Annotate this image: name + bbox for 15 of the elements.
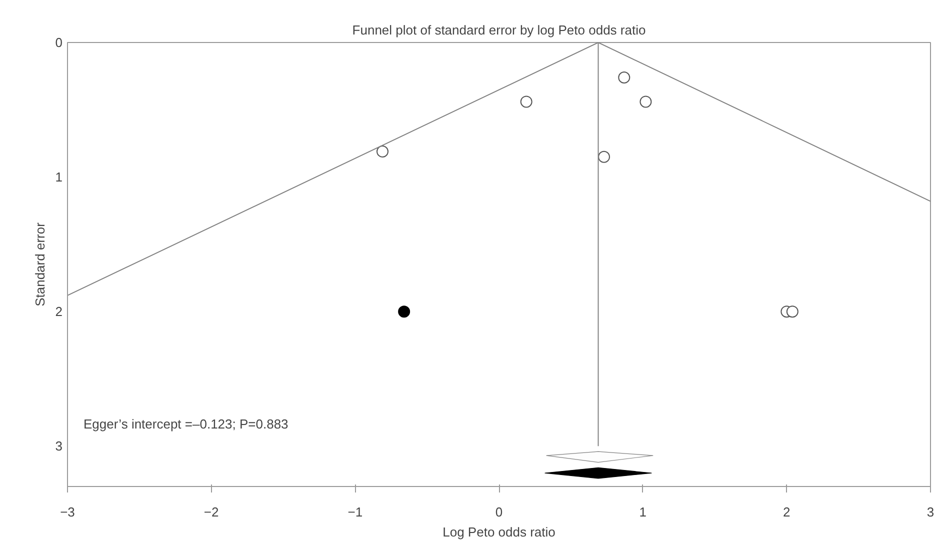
x-tick-label: 3 bbox=[926, 504, 934, 520]
x-tick-label: −3 bbox=[60, 504, 75, 520]
x-axis-title: Log Peto odds ratio bbox=[442, 524, 556, 540]
y-tick-label: 3 bbox=[55, 438, 63, 454]
chart-title: Funnel plot of standard error by log Peto odds ratio bbox=[352, 22, 646, 38]
y-axis-title: Standard error bbox=[32, 222, 48, 306]
x-tick-label: 1 bbox=[639, 504, 646, 520]
y-tick-label: 1 bbox=[55, 170, 63, 185]
y-tick-label: 0 bbox=[55, 35, 63, 50]
annotation: Egger’s intercept =–0.123; P=0.883 bbox=[84, 416, 288, 432]
x-tick-label: 0 bbox=[495, 504, 503, 520]
x-tick-label: −1 bbox=[348, 504, 363, 520]
y-tick-label: 2 bbox=[55, 304, 63, 320]
x-tick-label: 2 bbox=[783, 504, 790, 520]
x-tick-label: −2 bbox=[204, 504, 219, 520]
